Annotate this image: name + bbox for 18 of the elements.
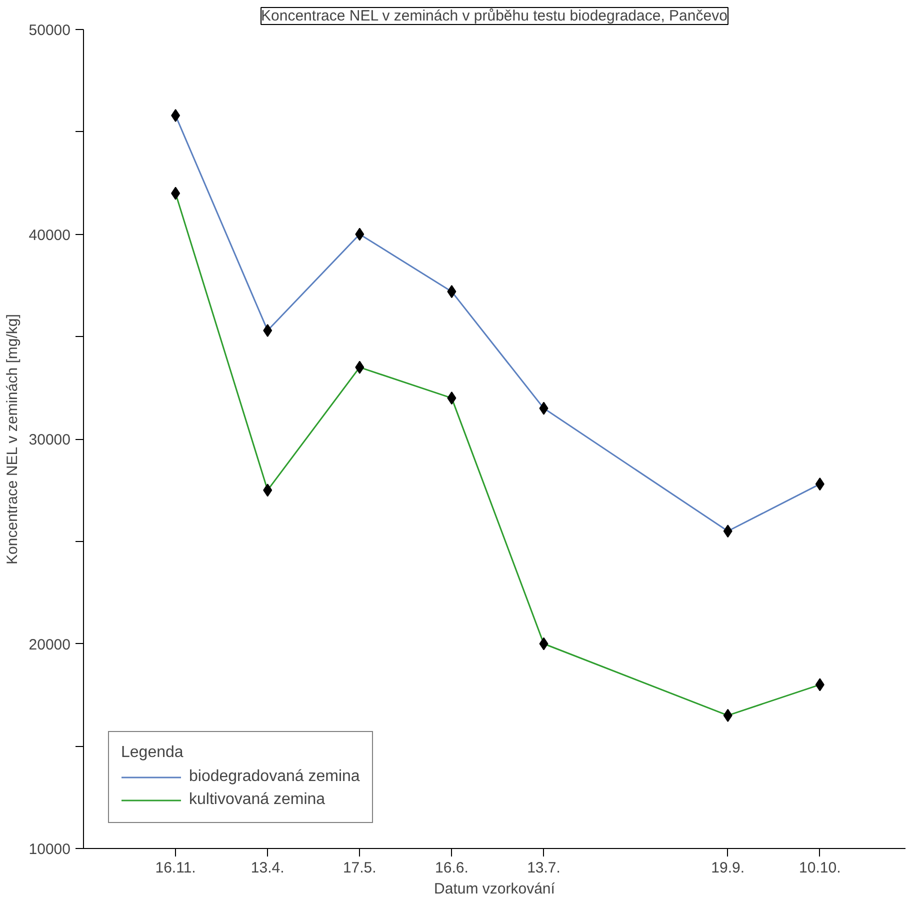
legend-label: biodegradovaná zemina	[189, 768, 360, 786]
x-tick-label: 19.9.	[711, 860, 745, 876]
chart-title: Koncentrace NEL v zeminách v průběhu testu biodegradace, Pančevo	[261, 8, 728, 24]
x-axis-title: Datum vzorkování	[434, 880, 556, 898]
y-tick-label: 50000	[28, 22, 71, 39]
x-tick-label: 17.5.	[342, 860, 376, 876]
legend-title: Legenda	[121, 744, 184, 762]
x-tick-label: 10.10.	[799, 860, 841, 876]
x-tick-label: 13.4.	[250, 860, 284, 876]
y-tick-label: 10000	[28, 841, 71, 858]
y-tick-label: 20000	[28, 636, 71, 654]
legend-label: kultivovaná zemina	[189, 791, 326, 809]
x-tick-label: 16.6.	[435, 860, 468, 876]
y-tick-label: 40000	[28, 226, 71, 244]
y-axis-title: Koncentrace NEL v zeminách [mg/kg]	[4, 314, 21, 564]
x-tick-label: 13.7.	[527, 860, 560, 876]
y-tick-label: 30000	[28, 432, 71, 448]
x-tick-label: 16.11.	[155, 860, 196, 876]
